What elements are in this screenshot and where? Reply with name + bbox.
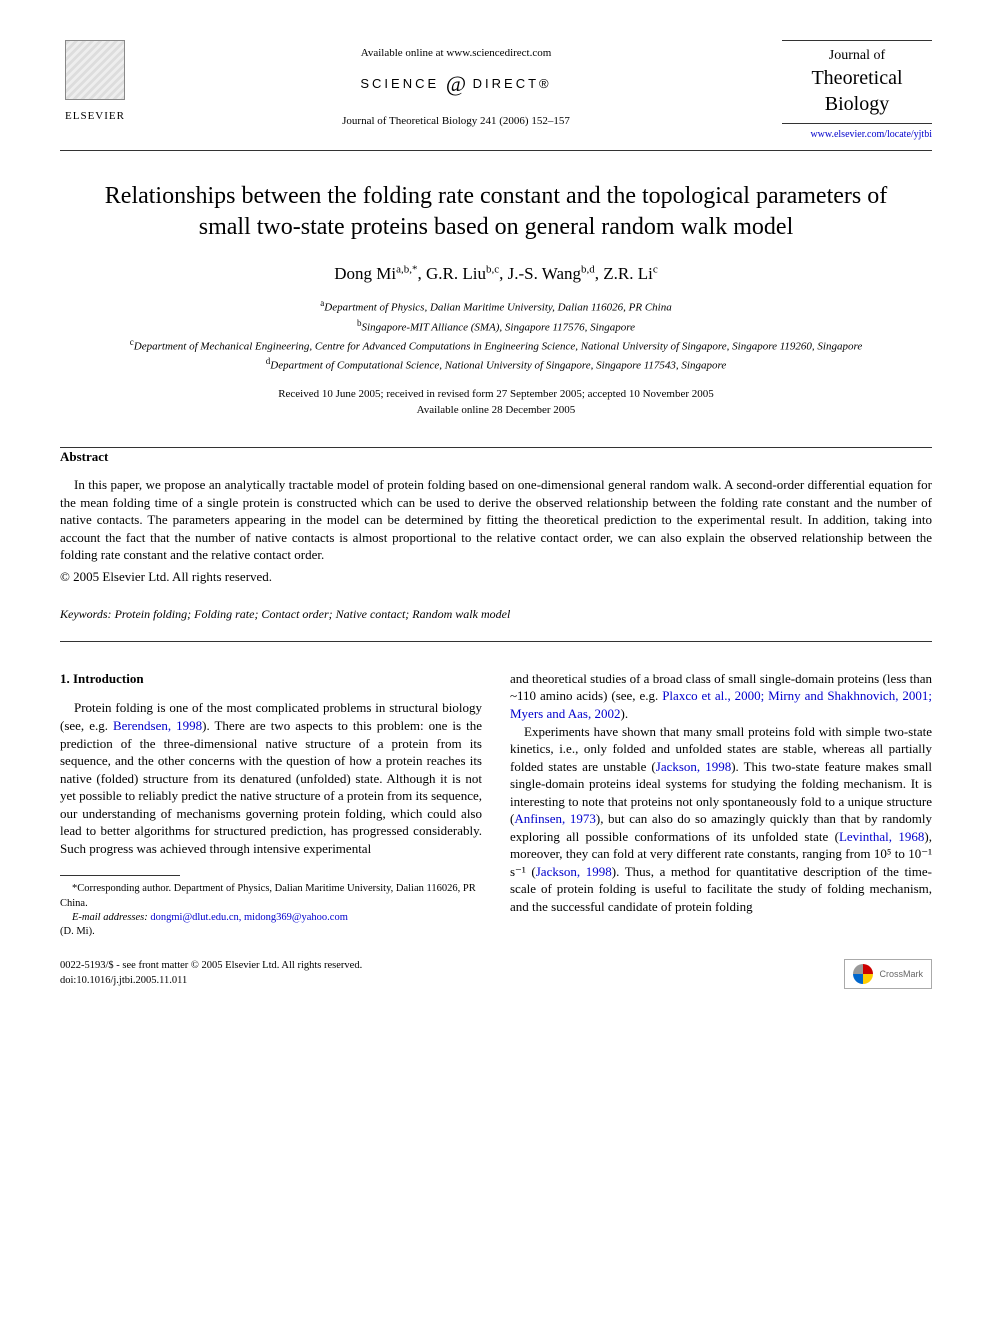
column-right: and theoretical studies of a broad class… [510, 670, 932, 939]
body-columns: 1. Introduction Protein folding is one o… [60, 670, 932, 939]
footnote-email: E-mail addresses: dongmi@dlut.edu.cn, mi… [60, 911, 482, 925]
crossmark-icon [853, 964, 873, 984]
abstract-copyright: © 2005 Elsevier Ltd. All rights reserved… [60, 568, 932, 586]
abstract-heading: Abstract [60, 448, 932, 466]
journal-name-line3: Biology [782, 91, 932, 117]
keywords: Keywords: Protein folding; Folding rate;… [60, 606, 932, 623]
footer-left: 0022-5193/$ - see front matter © 2005 El… [60, 959, 362, 989]
header-center: Available online at www.sciencedirect.co… [130, 40, 782, 130]
affiliation-d: dDepartment of Computational Science, Na… [100, 355, 892, 374]
journal-logo: Journal of Theoretical Biology [782, 40, 932, 124]
footnote-rule [60, 875, 180, 876]
page-header: ELSEVIER Available online at www.science… [60, 40, 932, 142]
abstract-text: In this paper, we propose an analyticall… [60, 476, 932, 564]
sciencedirect-left: SCIENCE [360, 76, 439, 91]
footnote-email-addresses[interactable]: dongmi@dlut.edu.cn, midong369@yahoo.com [150, 912, 348, 923]
journal-name-line2: Theoretical [782, 65, 932, 91]
cite-anfinsen[interactable]: Anfinsen, 1973 [514, 811, 596, 826]
sciencedirect-at-icon: @ [446, 71, 466, 96]
dates-received: Received 10 June 2005; received in revis… [60, 386, 932, 403]
elsevier-logo: ELSEVIER [60, 40, 130, 125]
keywords-text: Protein folding; Folding rate; Contact o… [115, 607, 511, 621]
article-title: Relationships between the folding rate c… [100, 181, 892, 243]
journal-url[interactable]: www.elsevier.com/locate/yjtbi [782, 128, 932, 142]
cite-jackson1[interactable]: Jackson, 1998 [656, 759, 731, 774]
author-list: Dong Mia,b,*, G.R. Liub,c, J.-S. Wangb,d… [60, 262, 932, 286]
cite-levinthal[interactable]: Levinthal, 1968 [839, 829, 924, 844]
column-left: 1. Introduction Protein folding is one o… [60, 670, 482, 939]
keywords-label: Keywords: [60, 607, 112, 621]
header-rule [60, 150, 932, 151]
abstract-bottom-rule [60, 641, 932, 642]
cite-berendsen[interactable]: Berendsen, 1998 [113, 718, 202, 733]
dates-online: Available online 28 December 2005 [60, 402, 932, 419]
crossmark-badge[interactable]: CrossMark [844, 959, 932, 989]
affiliation-c: cDepartment of Mechanical Engineering, C… [100, 336, 892, 355]
journal-reference: Journal of Theoretical Biology 241 (2006… [130, 114, 782, 129]
crossmark-label: CrossMark [879, 968, 923, 981]
article-dates: Received 10 June 2005; received in revis… [60, 386, 932, 419]
journal-name-line1: Journal of [782, 47, 932, 65]
cite-jackson2[interactable]: Jackson, 1998 [536, 864, 612, 879]
footer-issn: 0022-5193/$ - see front matter © 2005 El… [60, 959, 362, 974]
affiliations: aDepartment of Physics, Dalian Maritime … [100, 297, 892, 374]
sciencedirect-logo: SCIENCE @ DIRECT® [130, 69, 782, 100]
footnote-block: *Corresponding author. Department of Phy… [60, 882, 482, 939]
intro-para-1-cont: and theoretical studies of a broad class… [510, 670, 932, 723]
footnote-email-label: E-mail addresses: [72, 912, 148, 923]
elsevier-label: ELSEVIER [60, 109, 130, 124]
journal-logo-block: Journal of Theoretical Biology www.elsev… [782, 40, 932, 142]
available-online-text: Available online at www.sciencedirect.co… [130, 46, 782, 61]
intro-para-1: Protein folding is one of the most compl… [60, 699, 482, 857]
footnote-email-author: (D. Mi). [60, 925, 482, 939]
sciencedirect-right: DIRECT® [473, 76, 552, 91]
page-footer: 0022-5193/$ - see front matter © 2005 El… [60, 959, 932, 989]
abstract-section: Abstract In this paper, we propose an an… [60, 448, 932, 586]
elsevier-tree-icon [65, 40, 125, 100]
section-heading-intro: 1. Introduction [60, 670, 482, 688]
affiliation-a: aDepartment of Physics, Dalian Maritime … [100, 297, 892, 316]
affiliation-b: bSingapore-MIT Alliance (SMA), Singapore… [100, 317, 892, 336]
intro-para-2: Experiments have shown that many small p… [510, 723, 932, 916]
footnote-corresponding: *Corresponding author. Department of Phy… [60, 882, 482, 910]
footer-doi: doi:10.1016/j.jtbi.2005.11.011 [60, 974, 362, 989]
